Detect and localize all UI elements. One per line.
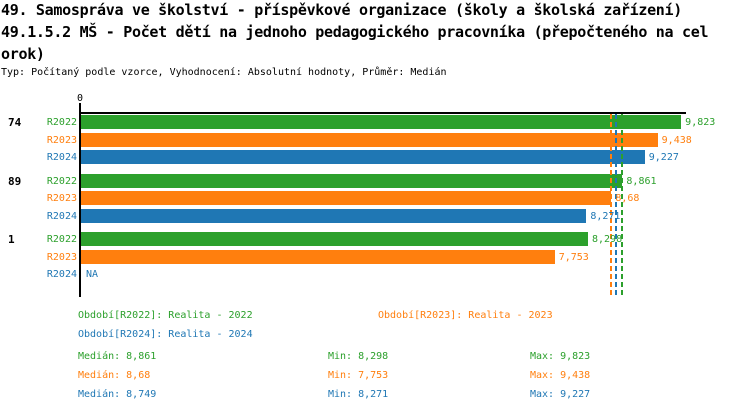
legend-period-r2022: Období[R2022]: Realita - 2022 [78, 310, 253, 321]
stat-max-r2024: Max: 9,227 [530, 389, 591, 400]
bar-value-label: 8,298 [592, 234, 623, 245]
stat-median-r2022: Medián: 8,861 [78, 351, 157, 362]
bar [81, 173, 623, 188]
legend-period-r2024: Období[R2024]: Realita - 2024 [78, 329, 253, 340]
median-line [614, 114, 617, 297]
bar-value-label: NA [86, 269, 99, 280]
bar [81, 232, 588, 246]
bar-value-label: 7,753 [558, 251, 589, 263]
median-line [621, 114, 624, 297]
group-label: 1 [8, 233, 15, 246]
series-label: R2023 [46, 193, 77, 204]
bar-value-label: 8,861 [626, 175, 657, 187]
stat-min-r2023: Min: 7,753 [328, 370, 389, 381]
series-label: R2022 [46, 234, 77, 245]
group-label: 74 [8, 116, 22, 129]
series-label: R2024 [46, 152, 77, 163]
median-line [610, 114, 613, 297]
series-label: R2024 [46, 269, 77, 280]
title-line-2: 49.1.5.2 MŠ - Počet dětí na jednoho peda… [1, 23, 709, 41]
bar [81, 249, 555, 264]
chart-subtitle: Typ: Počítaný podle vzorce, Vyhodnocení:… [1, 67, 447, 78]
series-label: R2022 [46, 117, 77, 128]
legend-period-r2023: Období[R2023]: Realita - 2023 [378, 310, 553, 321]
bar [81, 150, 645, 164]
y-axis-line [79, 103, 81, 297]
bar [81, 208, 587, 223]
title-line-3: orok) [1, 45, 45, 63]
bar-value-label: 8,271 [590, 210, 621, 222]
bar-value-label: 9,438 [661, 134, 692, 146]
bar-value-label: 8,68 [615, 193, 640, 204]
bar [81, 115, 682, 129]
stat-max-r2022: Max: 9,823 [530, 351, 591, 362]
stat-median-r2024: Medián: 8,749 [78, 389, 157, 400]
axis-zero-label: 0 [76, 93, 84, 104]
bar-value-label: 9,227 [648, 152, 679, 163]
x-axis-line [79, 112, 686, 114]
series-label: R2023 [46, 251, 77, 263]
series-label: R2023 [46, 134, 77, 146]
stat-min-r2024: Min: 8,271 [328, 389, 389, 400]
stat-min-r2022: Min: 8,298 [328, 351, 389, 362]
stat-median-r2023: Medián: 8,68 [78, 370, 151, 381]
bar [81, 191, 612, 205]
series-label: R2024 [46, 210, 77, 222]
group-label: 89 [8, 174, 22, 188]
stat-max-r2023: Max: 9,438 [530, 370, 591, 381]
series-label: R2022 [46, 175, 77, 187]
title-line-1: 49. Samospráva ve školství - příspěvkové… [1, 1, 683, 19]
bar-value-label: 9,823 [685, 117, 716, 128]
bar [81, 132, 658, 147]
